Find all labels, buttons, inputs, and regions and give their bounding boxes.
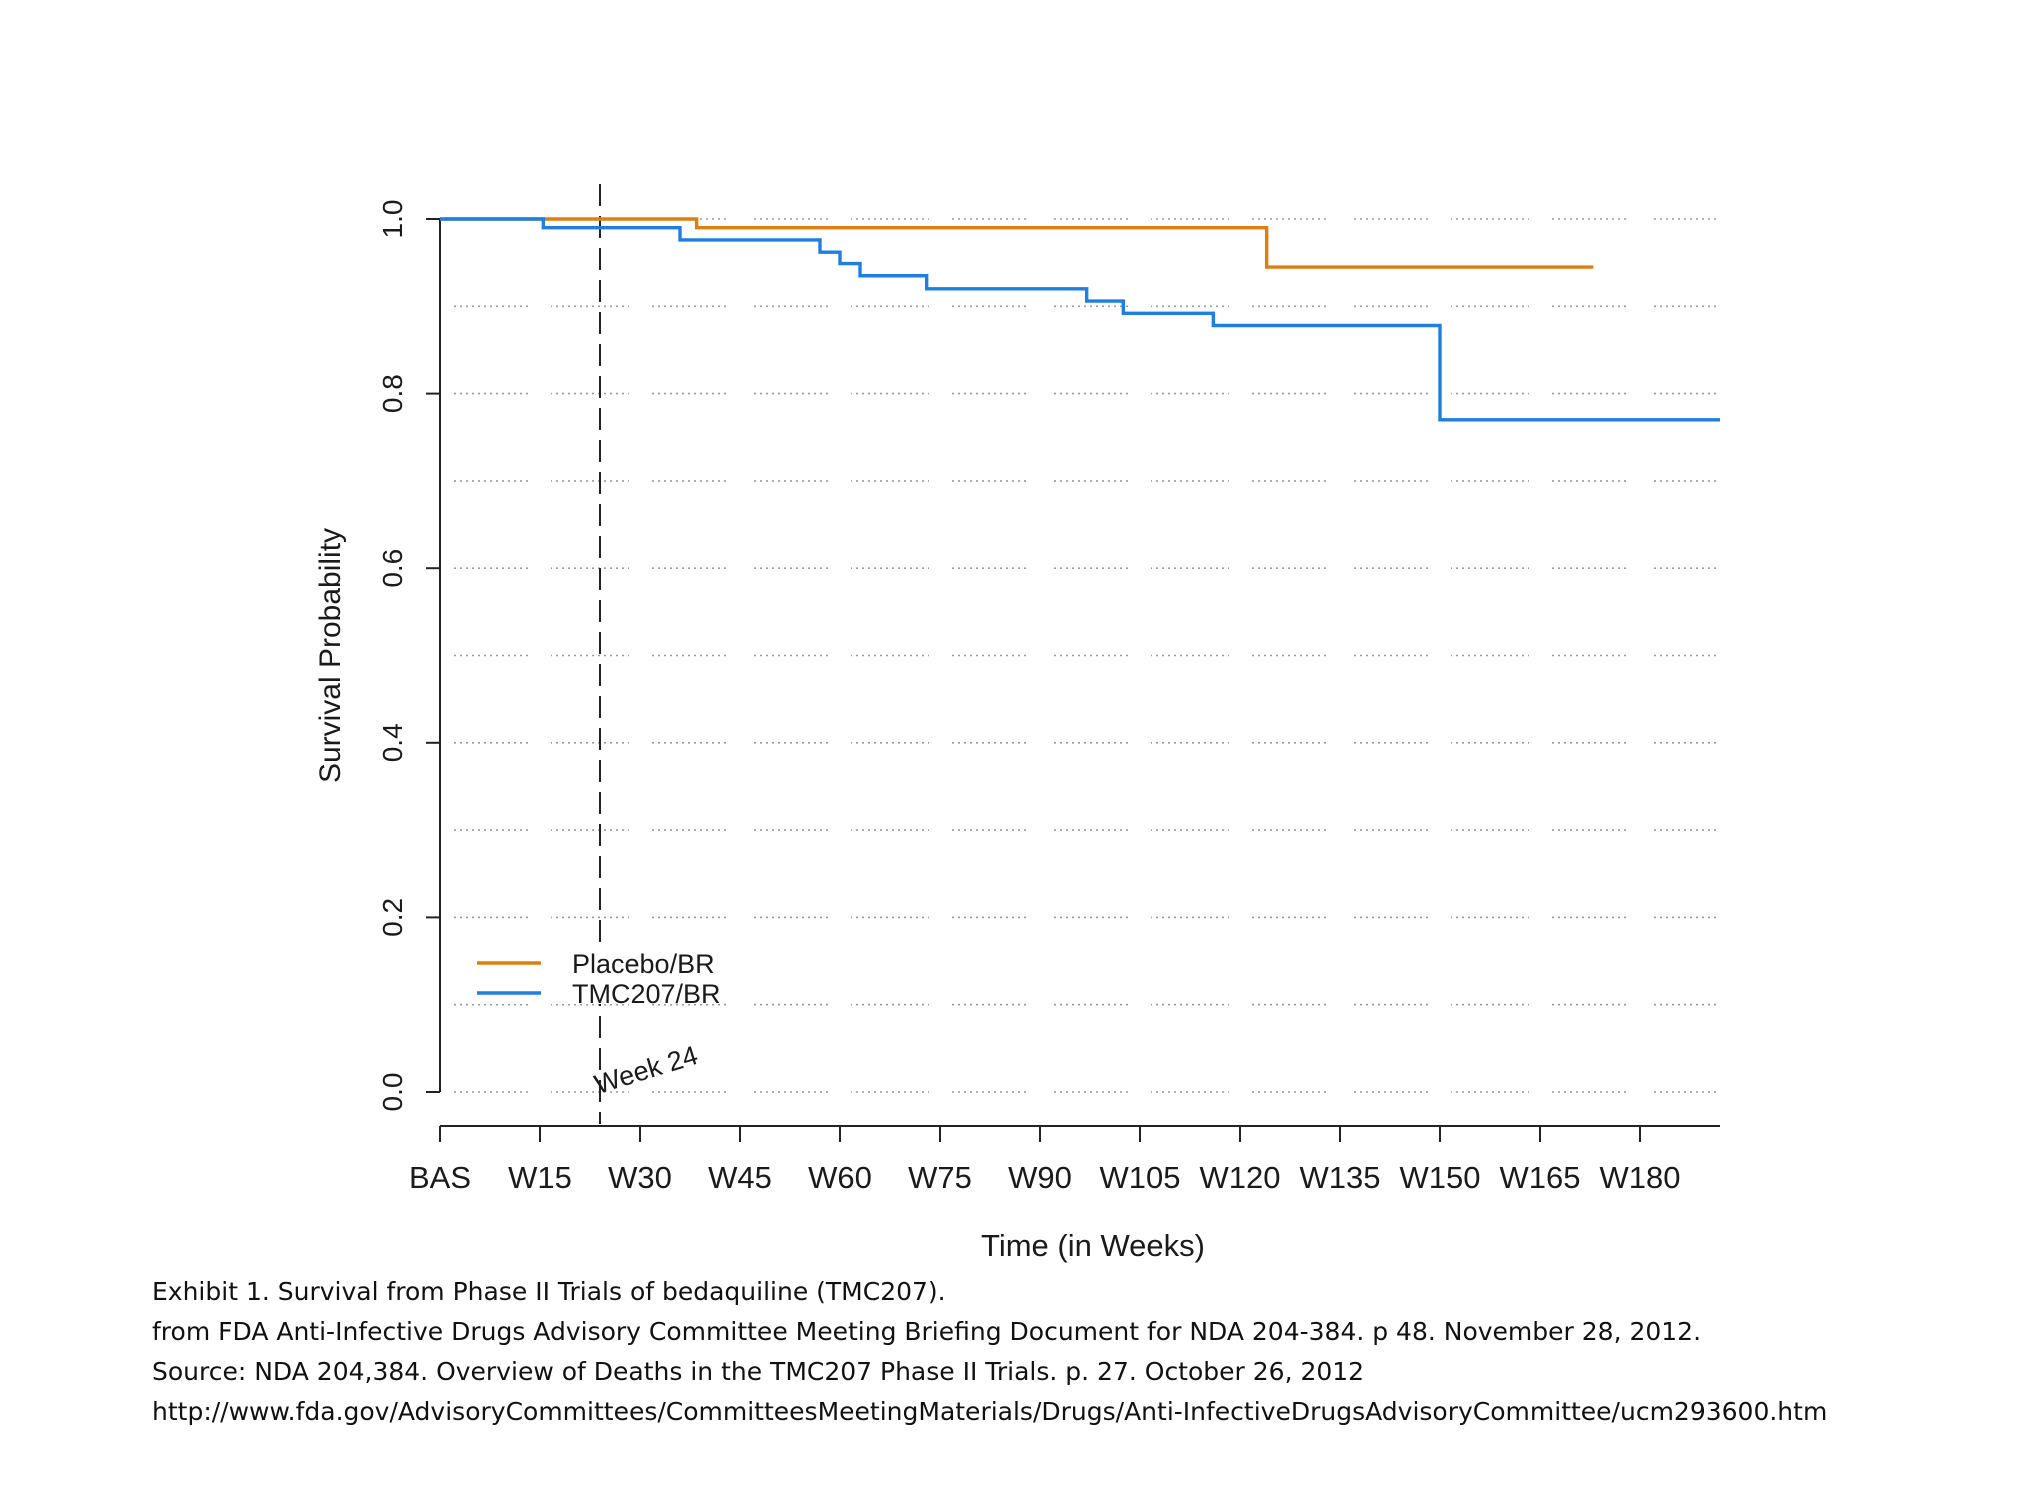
x-axis-label: Time (in Weeks) — [981, 1228, 1205, 1263]
axes: 0.0 0.2 0.4 0.6 0.8 1.0 Survival Probability BA… — [314, 200, 1720, 1263]
caption-line-2: from FDA Anti-Infective Drugs Advisory C… — [152, 1317, 1702, 1346]
y-tick-label: 0.2 — [377, 898, 408, 937]
x-tick-label: BAS — [409, 1160, 471, 1195]
x-tick-label: W120 — [1200, 1160, 1281, 1195]
x-tick-label: W45 — [708, 1160, 772, 1195]
legend-label: Placebo/BR — [572, 949, 715, 979]
series-line-2 — [440, 217, 1720, 422]
series-line-1 — [440, 217, 1594, 269]
y-tick-label: 0.4 — [377, 723, 408, 762]
x-tick-label: W15 — [508, 1160, 572, 1195]
y-axis-label: Survival Probability — [314, 528, 347, 783]
caption-line-3: Source: NDA 204,384. Overview of Deaths … — [152, 1357, 1365, 1386]
x-tick-label: W30 — [608, 1160, 672, 1195]
caption-line-4: http://www.fda.gov/AdvisoryCommittees/Co… — [152, 1397, 1828, 1426]
x-tick-label: W150 — [1400, 1160, 1481, 1195]
y-tick-label: 0.8 — [377, 374, 408, 413]
figure-caption: Exhibit 1. Survival from Phase II Trials… — [152, 1272, 1827, 1432]
y-tick-label: 0.0 — [377, 1073, 408, 1112]
x-tick-label: W135 — [1300, 1160, 1381, 1195]
x-tick-label: W180 — [1600, 1160, 1681, 1195]
y-tick-label: 1.0 — [377, 200, 408, 239]
y-tick-label: 0.6 — [377, 549, 408, 588]
x-tick-label: W90 — [1008, 1160, 1072, 1195]
legend-bg — [470, 946, 720, 974]
series-lines — [440, 217, 1720, 422]
x-tick-label: W105 — [1100, 1160, 1181, 1195]
legend-label: TMC207/BR — [572, 979, 721, 1009]
x-tick-label: W75 — [908, 1160, 972, 1195]
legend-bg — [470, 976, 720, 1004]
x-tick-label: W165 — [1500, 1160, 1581, 1195]
caption-line-1: Exhibit 1. Survival from Phase II Trials… — [152, 1277, 946, 1306]
x-tick-label: W60 — [808, 1160, 872, 1195]
